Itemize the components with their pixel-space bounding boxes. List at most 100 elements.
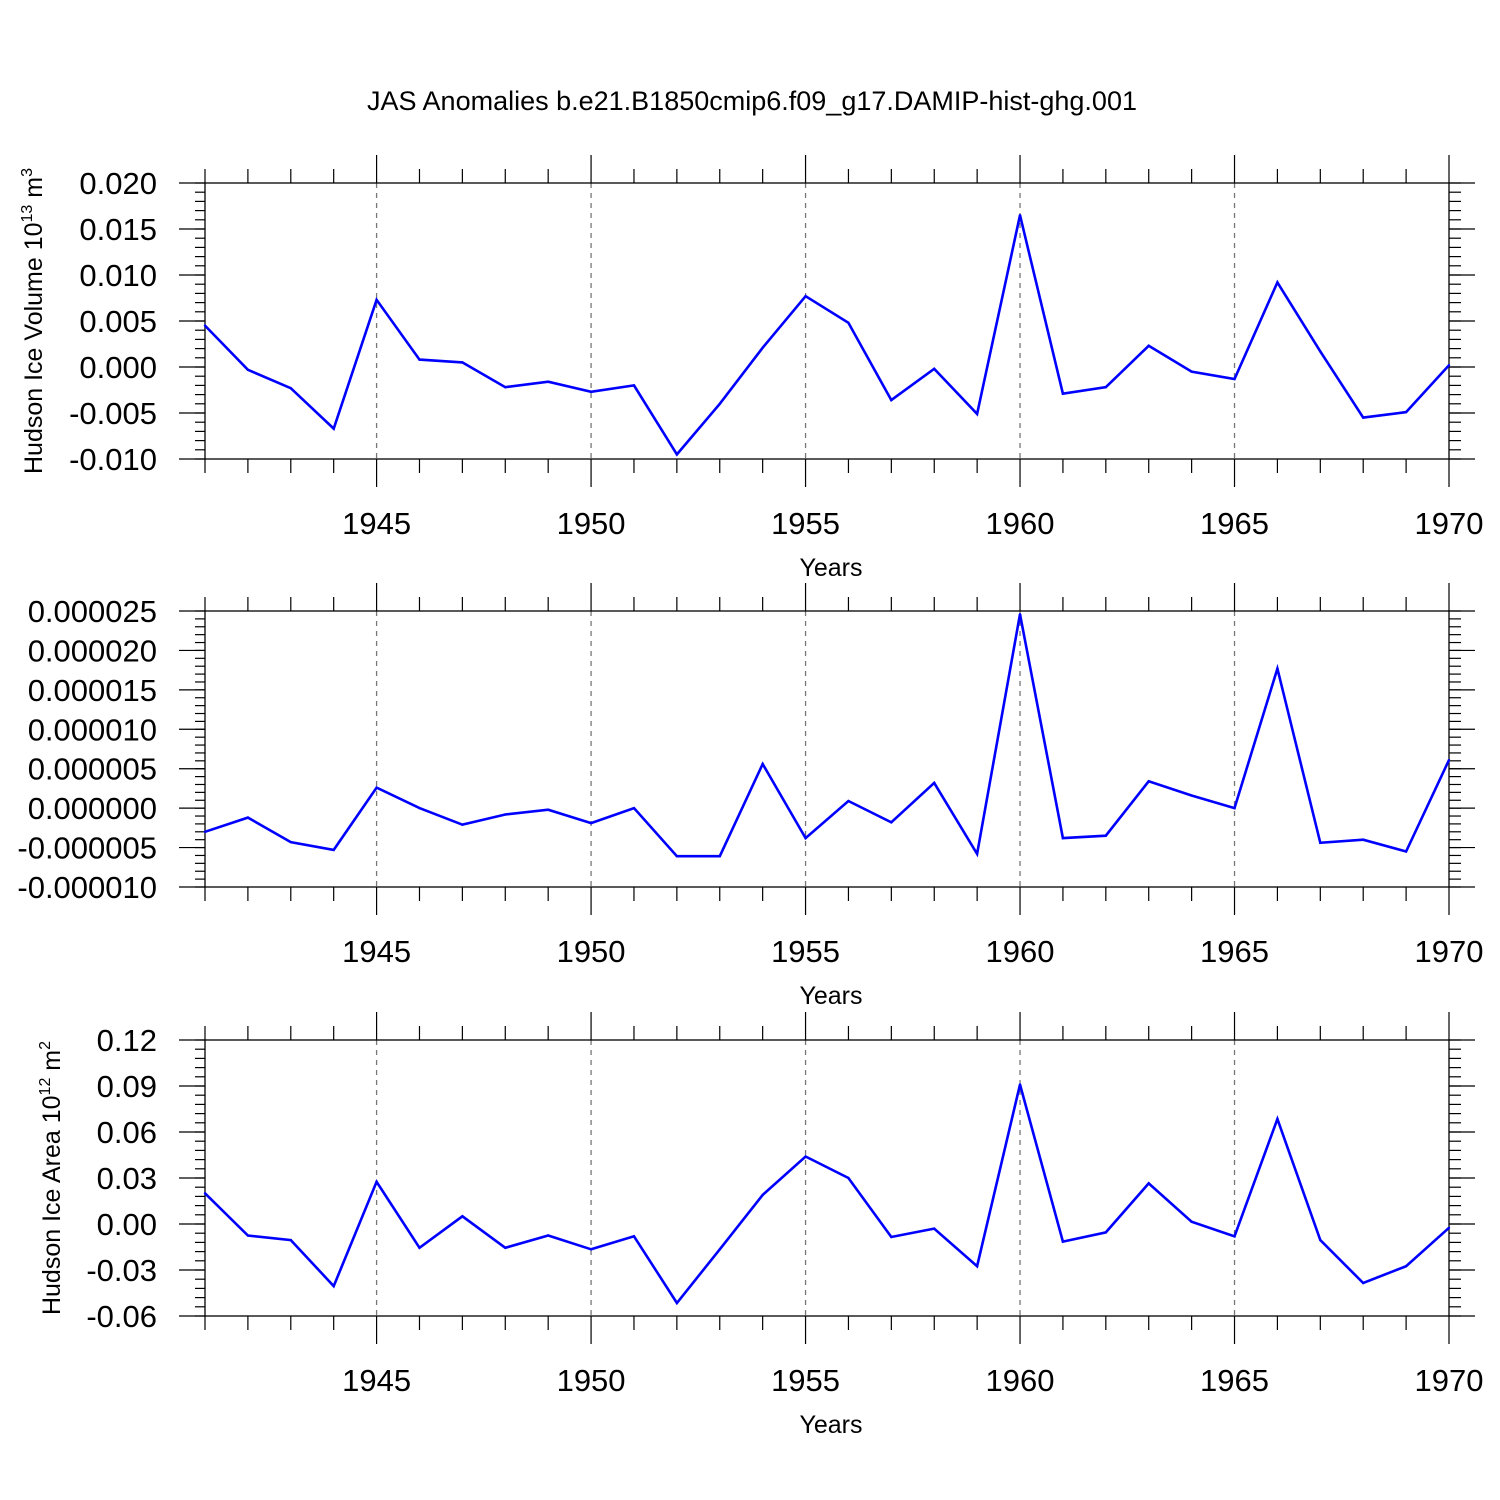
data-point bbox=[890, 398, 893, 402]
data-point bbox=[1018, 214, 1022, 217]
data-point bbox=[1362, 1281, 1365, 1285]
x-tick-label: 1950 bbox=[557, 934, 626, 969]
x-tick-label: 1950 bbox=[557, 506, 626, 541]
data-point bbox=[1319, 350, 1322, 353]
data-point bbox=[761, 346, 764, 349]
data-line bbox=[204, 1084, 1450, 1306]
data-point bbox=[1319, 1238, 1322, 1242]
data-point bbox=[718, 1248, 721, 1251]
data-point bbox=[1276, 281, 1279, 284]
data-point bbox=[1018, 1083, 1022, 1086]
panel-3: -0.06 -0.03 0.00 0.03 0.06 0.09 0.12 1945 1950 19… bbox=[37, 1012, 1483, 1439]
panel-1: -0.010 -0.005 0.000 0.005 0.010 0.015 0.020 194… bbox=[19, 155, 1483, 582]
data-point bbox=[375, 1180, 378, 1184]
data-point bbox=[246, 368, 250, 371]
data-point bbox=[1276, 1117, 1279, 1121]
data-point bbox=[461, 361, 464, 364]
y-tick-label: 0.000020 bbox=[28, 633, 157, 668]
data-point bbox=[332, 1284, 335, 1288]
data-point bbox=[1104, 834, 1108, 837]
data-point bbox=[289, 840, 292, 844]
data-point bbox=[675, 453, 679, 456]
x-tick-label: 1960 bbox=[986, 506, 1055, 541]
data-point bbox=[418, 358, 421, 361]
plot-frame bbox=[204, 1039, 1450, 1317]
data-point bbox=[1061, 392, 1065, 395]
data-point bbox=[718, 855, 721, 858]
data-point bbox=[1447, 1226, 1451, 1230]
data-point bbox=[504, 813, 507, 816]
data-point bbox=[546, 380, 550, 383]
x-axis-label: Years bbox=[799, 1411, 862, 1439]
data-point bbox=[1190, 794, 1193, 797]
data-point bbox=[1061, 836, 1065, 840]
x-tick-label: 1950 bbox=[557, 1363, 626, 1398]
data-point bbox=[203, 830, 207, 833]
y-tick-label: -0.000010 bbox=[17, 870, 157, 905]
x-tick-label: 1965 bbox=[1200, 934, 1269, 969]
data-point bbox=[1061, 1240, 1065, 1243]
panel-2: -0.000010 -0.000005 0.000000 0.000005 0.0000… bbox=[17, 583, 1483, 1010]
data-point bbox=[804, 836, 807, 840]
y-tick-label: 0.000000 bbox=[28, 791, 157, 826]
data-point bbox=[289, 1238, 292, 1242]
data-point bbox=[1404, 1264, 1408, 1268]
data-point bbox=[589, 390, 593, 394]
data-point bbox=[632, 384, 636, 387]
y-tick-label: 0.00 bbox=[97, 1207, 157, 1242]
data-point bbox=[375, 298, 378, 302]
x-axis-label: Years bbox=[799, 982, 862, 1010]
data-point bbox=[804, 294, 807, 298]
data-point bbox=[890, 1235, 893, 1239]
data-point bbox=[804, 1155, 807, 1158]
data-point bbox=[589, 821, 593, 825]
x-tick-label: 1960 bbox=[986, 1363, 1055, 1398]
data-point bbox=[975, 1264, 979, 1268]
data-point bbox=[1447, 758, 1451, 762]
data-point bbox=[1362, 838, 1365, 841]
y-tick-label: 0.03 bbox=[97, 1161, 157, 1196]
data-point bbox=[203, 1192, 207, 1195]
data-point bbox=[1404, 850, 1408, 853]
y-tick-label: 0.06 bbox=[97, 1115, 157, 1150]
y-tick-label: -0.06 bbox=[86, 1299, 157, 1334]
data-point bbox=[632, 806, 636, 810]
data-point bbox=[1190, 370, 1193, 373]
x-tick-label: 1970 bbox=[1415, 506, 1484, 541]
chart-title: JAS Anomalies b.e21.B1850cmip6.f09_g17.D… bbox=[367, 86, 1137, 116]
data-point bbox=[1233, 377, 1236, 381]
data-point bbox=[933, 1227, 936, 1230]
y-tick-label: 0.000 bbox=[79, 350, 157, 385]
data-point bbox=[203, 324, 207, 327]
x-axis-label: Years bbox=[799, 554, 862, 582]
x-tick-label: 1955 bbox=[771, 934, 840, 969]
y-tick-label: 0.000005 bbox=[28, 752, 157, 787]
x-tick-label: 1970 bbox=[1415, 1363, 1484, 1398]
data-point bbox=[332, 848, 335, 852]
data-point bbox=[975, 412, 979, 416]
data-point bbox=[418, 1246, 421, 1249]
data-point bbox=[933, 367, 936, 371]
data-point bbox=[1447, 363, 1451, 367]
y-tick-label: 0.000015 bbox=[28, 673, 157, 708]
data-point bbox=[675, 855, 679, 858]
data-point bbox=[847, 1176, 850, 1180]
data-point bbox=[332, 427, 335, 430]
data-point bbox=[1233, 1235, 1236, 1238]
data-point bbox=[975, 852, 979, 856]
data-point bbox=[1147, 780, 1150, 783]
y-tick-label: -0.010 bbox=[69, 442, 157, 477]
data-point bbox=[1319, 841, 1322, 845]
chart-panels: -0.010 -0.005 0.000 0.005 0.010 0.015 0.020 194… bbox=[17, 155, 1483, 1439]
x-tick-label: 1945 bbox=[342, 934, 411, 969]
data-point bbox=[246, 816, 250, 819]
data-point bbox=[461, 1215, 464, 1218]
y-axis-label: Hudson Ice Volume 1013 m3 bbox=[19, 168, 48, 474]
data-point bbox=[504, 386, 507, 389]
x-tick-label: 1965 bbox=[1200, 1363, 1269, 1398]
data-point bbox=[461, 823, 464, 826]
x-tick-label: 1965 bbox=[1200, 506, 1269, 541]
x-tick-label: 1960 bbox=[986, 934, 1055, 969]
y-axis-label: Hudson Ice Area 1012 m2 bbox=[37, 1041, 66, 1315]
